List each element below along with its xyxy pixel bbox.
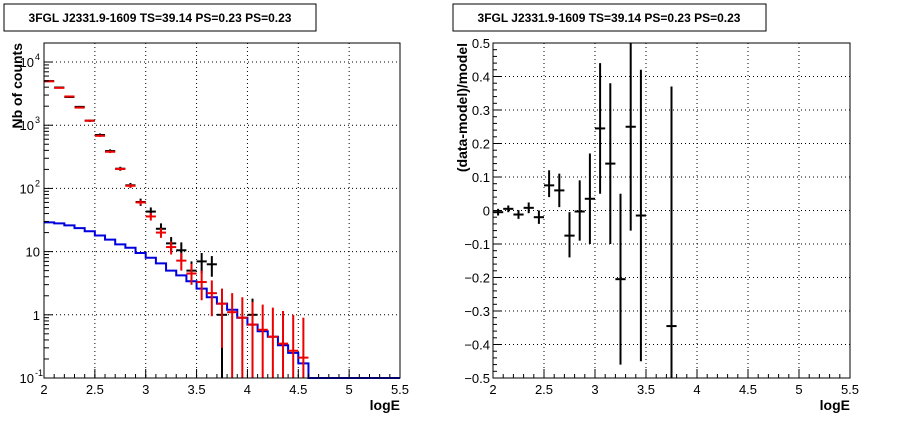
left-x-tick-label: 4 xyxy=(244,382,251,397)
left-x-tick-label: 2.5 xyxy=(86,382,104,397)
right-y-tick-label: −0.3 xyxy=(464,304,490,319)
right-x-tick-label: 3.5 xyxy=(637,382,655,397)
left-x-tick-label: 2 xyxy=(40,382,47,397)
right-title-box xyxy=(452,3,767,32)
left-chart-title: 3FGL J2331.9-1609 TS=39.14 PS=0.23 PS=0.… xyxy=(29,11,292,25)
left-y-axis-title: Nb of counts xyxy=(9,43,25,129)
left-y-tick-exponent: -1 xyxy=(35,368,43,378)
left-y-tick-label: 10 xyxy=(26,245,40,260)
right-y-tick-label: −0.4 xyxy=(464,338,490,353)
left-y-tick-exponent: 4 xyxy=(35,52,40,62)
left-title-box xyxy=(3,3,317,32)
right-x-tick-label: 2 xyxy=(489,382,496,397)
right-x-tick-label: 4.5 xyxy=(739,382,757,397)
left-x-axis-title: logE xyxy=(370,397,400,413)
right-y-tick-label: 0.2 xyxy=(472,137,490,152)
right-x-tick-label: 4 xyxy=(693,382,700,397)
right-x-axis-title: logE xyxy=(820,397,850,413)
left-x-tick-label: 3 xyxy=(142,382,149,397)
left-x-tick-label: 5 xyxy=(346,382,353,397)
left-y-tick-label: 10 xyxy=(20,55,34,70)
left-grid xyxy=(44,43,400,378)
left-y-tick-label: 1 xyxy=(33,308,40,323)
right-y-tick-label: 0 xyxy=(483,204,490,219)
right-ticks: 2 2.5 3 3.5 4 4.5 5 5.5 −0.5 −0.4 −0.3 −0.2 −0.1 0 0.1… xyxy=(464,36,859,397)
left-x-tick-label: 5.5 xyxy=(391,382,409,397)
right-y-tick-label: −0.1 xyxy=(464,237,490,252)
left-y-tick-exponent: 2 xyxy=(35,178,40,188)
right-x-tick-label: 2.5 xyxy=(535,382,553,397)
right-y-tick-label: 0.5 xyxy=(472,36,490,51)
right-x-tick-label: 3 xyxy=(591,382,598,397)
left-x-tick-label: 4.5 xyxy=(289,382,307,397)
left-points xyxy=(44,80,309,378)
right-chart-title: 3FGL J2331.9-1609 TS=39.14 PS=0.23 PS=0.… xyxy=(478,11,741,25)
right-chart: 3FGL J2331.9-1609 TS=39.14 PS=0.23 PS=0.… xyxy=(452,3,859,413)
right-points xyxy=(493,43,677,378)
left-y-tick-label: 10 xyxy=(20,181,34,196)
right-y-tick-label: 0.4 xyxy=(472,70,490,85)
left-y-tick-label: 10 xyxy=(20,118,34,133)
right-y-tick-label: 0.3 xyxy=(472,103,490,118)
right-x-tick-label: 5 xyxy=(795,382,802,397)
left-y-tick-exponent: 3 xyxy=(35,115,40,125)
left-plot-frame xyxy=(43,42,401,379)
left-y-tick-label: 10 xyxy=(20,371,34,386)
right-y-tick-label: −0.5 xyxy=(464,371,490,386)
right-y-tick-label: −0.2 xyxy=(464,271,490,286)
right-x-tick-label: 5.5 xyxy=(841,382,859,397)
right-y-axis-title: (data-model)/model xyxy=(454,43,470,172)
right-y-tick-label: 0.1 xyxy=(472,170,490,185)
left-x-tick-label: 3.5 xyxy=(188,382,206,397)
left-chart: 3FGL J2331.9-1609 TS=39.14 PS=0.23 PS=0.… xyxy=(3,3,409,413)
